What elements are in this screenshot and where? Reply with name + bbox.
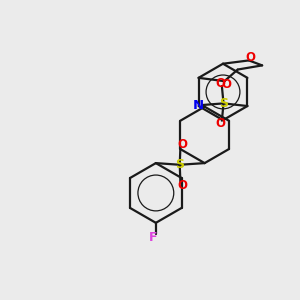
Text: O: O	[245, 51, 256, 64]
Text: N: N	[193, 98, 204, 112]
Text: F: F	[149, 231, 158, 244]
Text: S: S	[219, 97, 228, 110]
Text: O: O	[177, 179, 187, 192]
Text: S: S	[175, 158, 184, 171]
Text: O: O	[221, 78, 231, 91]
Text: O: O	[215, 117, 225, 130]
Text: O: O	[215, 77, 225, 90]
Text: O: O	[177, 138, 187, 151]
